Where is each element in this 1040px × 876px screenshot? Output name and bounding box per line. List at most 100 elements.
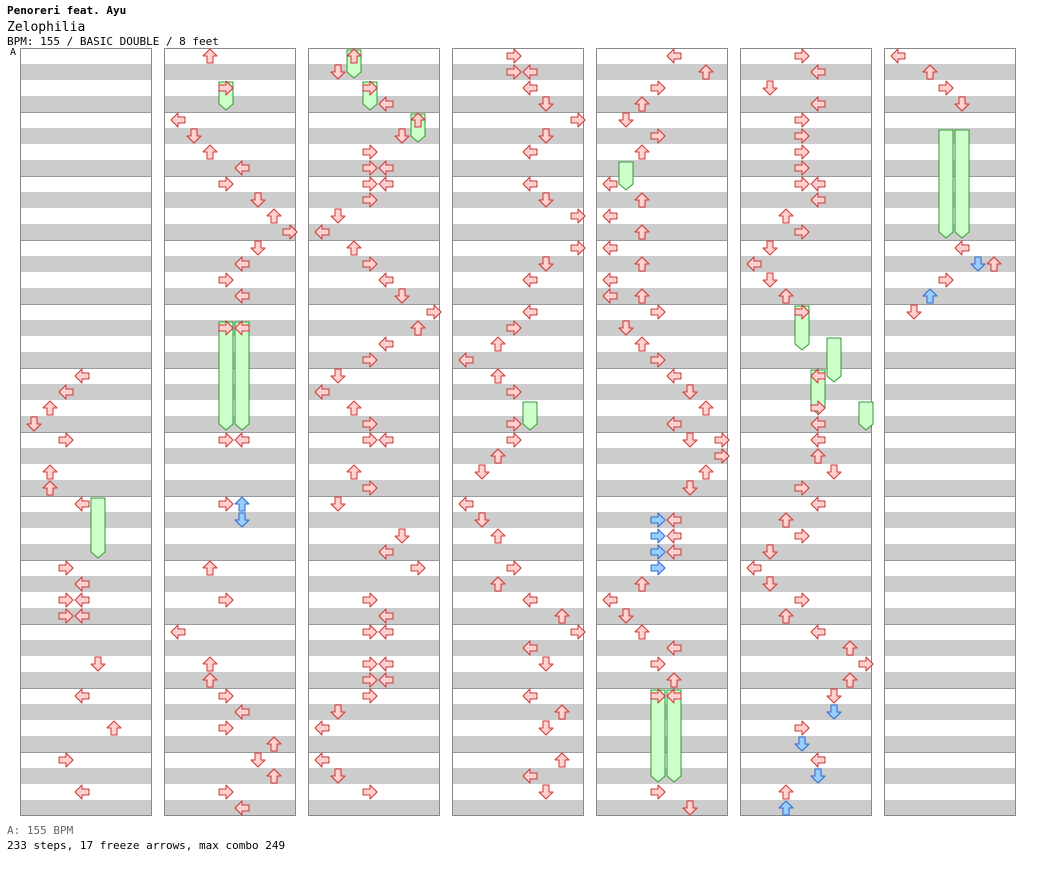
left-arrow-icon bbox=[58, 384, 74, 400]
beat-stripe bbox=[452, 128, 584, 144]
beat-stripe bbox=[884, 96, 1016, 112]
chart-info: BPM: 155 / BASIC DOUBLE / 8 feet bbox=[7, 35, 219, 48]
left-arrow-icon bbox=[522, 80, 538, 96]
bpm-footer: A: 155 BPM bbox=[7, 824, 74, 837]
right-arrow-icon bbox=[58, 608, 74, 624]
beat-stripe bbox=[308, 512, 440, 528]
right-arrow-icon bbox=[650, 80, 666, 96]
right-arrow-icon bbox=[650, 128, 666, 144]
right-arrow-icon bbox=[794, 720, 810, 736]
right-arrow-icon bbox=[650, 560, 666, 576]
beat-stripe bbox=[884, 256, 1016, 272]
up-arrow-icon bbox=[266, 736, 282, 752]
left-arrow-icon bbox=[458, 352, 474, 368]
up-arrow-icon bbox=[634, 224, 650, 240]
beat-stripe bbox=[596, 480, 728, 496]
beat-stripe bbox=[740, 416, 872, 432]
beat-stripe bbox=[740, 544, 872, 560]
beat-stripe bbox=[164, 224, 296, 240]
beat-stripe bbox=[20, 224, 152, 240]
down-arrow-icon bbox=[538, 192, 554, 208]
left-arrow-icon bbox=[522, 592, 538, 608]
right-arrow-icon bbox=[794, 480, 810, 496]
left-arrow-icon bbox=[378, 160, 394, 176]
beat-stripe bbox=[452, 96, 584, 112]
freeze-arrow bbox=[794, 305, 810, 351]
right-arrow-icon bbox=[218, 320, 234, 336]
beat-stripe bbox=[308, 224, 440, 240]
left-arrow-icon bbox=[234, 432, 250, 448]
up-arrow-icon bbox=[666, 672, 682, 688]
left-arrow-icon bbox=[378, 608, 394, 624]
beat-stripe bbox=[596, 224, 728, 240]
beat-stripe bbox=[164, 192, 296, 208]
beat-stripe bbox=[164, 256, 296, 272]
freeze-arrow bbox=[650, 689, 666, 783]
beat-stripe bbox=[452, 576, 584, 592]
down-arrow-icon bbox=[250, 752, 266, 768]
left-arrow-icon bbox=[810, 368, 826, 384]
left-arrow-icon bbox=[378, 336, 394, 352]
column-border bbox=[20, 48, 152, 816]
right-arrow-icon bbox=[362, 592, 378, 608]
beat-stripe bbox=[884, 320, 1016, 336]
beat-stripe bbox=[308, 64, 440, 80]
beat-stripe bbox=[596, 256, 728, 272]
right-arrow-icon bbox=[218, 432, 234, 448]
beat-stripe bbox=[20, 96, 152, 112]
beat-stripe bbox=[308, 544, 440, 560]
right-arrow-icon bbox=[650, 528, 666, 544]
left-arrow-icon bbox=[378, 656, 394, 672]
beat-stripe bbox=[884, 384, 1016, 400]
up-arrow-icon bbox=[202, 144, 218, 160]
beat-stripe bbox=[596, 192, 728, 208]
beat-stripe bbox=[20, 768, 152, 784]
up-arrow-icon bbox=[698, 64, 714, 80]
up-arrow-icon bbox=[634, 192, 650, 208]
beat-stripe bbox=[20, 480, 152, 496]
up-arrow-icon bbox=[634, 624, 650, 640]
bpm-section-marker: A bbox=[10, 47, 17, 58]
down-arrow-icon bbox=[538, 656, 554, 672]
down-arrow-icon bbox=[330, 208, 346, 224]
right-arrow-icon bbox=[506, 48, 522, 64]
down-arrow-icon bbox=[394, 288, 410, 304]
left-arrow-icon bbox=[522, 768, 538, 784]
beat-stripe bbox=[740, 672, 872, 688]
right-arrow-icon bbox=[794, 592, 810, 608]
beat-stripe bbox=[740, 448, 872, 464]
beat-stripe bbox=[596, 800, 728, 816]
up-arrow-icon bbox=[490, 576, 506, 592]
beat-stripe bbox=[452, 256, 584, 272]
up-arrow-icon bbox=[202, 48, 218, 64]
right-arrow-icon bbox=[570, 624, 586, 640]
left-arrow-icon bbox=[602, 272, 618, 288]
beat-stripe bbox=[740, 704, 872, 720]
left-arrow-icon bbox=[810, 752, 826, 768]
down-arrow-icon bbox=[762, 576, 778, 592]
left-arrow-icon bbox=[602, 240, 618, 256]
up-arrow-icon bbox=[266, 208, 282, 224]
beat-stripe bbox=[164, 608, 296, 624]
up-arrow-icon bbox=[490, 528, 506, 544]
up-arrow-icon bbox=[554, 752, 570, 768]
beat-stripe bbox=[452, 160, 584, 176]
left-arrow-icon bbox=[602, 176, 618, 192]
down-arrow-icon bbox=[618, 320, 634, 336]
right-arrow-icon bbox=[426, 304, 442, 320]
beat-stripe bbox=[308, 576, 440, 592]
right-arrow-icon bbox=[410, 560, 426, 576]
down-arrow-icon bbox=[330, 496, 346, 512]
beat-stripe bbox=[164, 480, 296, 496]
down-arrow-icon bbox=[618, 112, 634, 128]
up-arrow-icon bbox=[106, 720, 122, 736]
down-arrow-icon bbox=[330, 64, 346, 80]
left-arrow-icon bbox=[378, 96, 394, 112]
beat-stripe bbox=[596, 640, 728, 656]
beat-stripe bbox=[20, 416, 152, 432]
beat-stripe bbox=[740, 64, 872, 80]
up-arrow-icon bbox=[202, 560, 218, 576]
left-arrow-icon bbox=[602, 592, 618, 608]
right-arrow-icon bbox=[794, 528, 810, 544]
right-arrow-icon bbox=[506, 384, 522, 400]
